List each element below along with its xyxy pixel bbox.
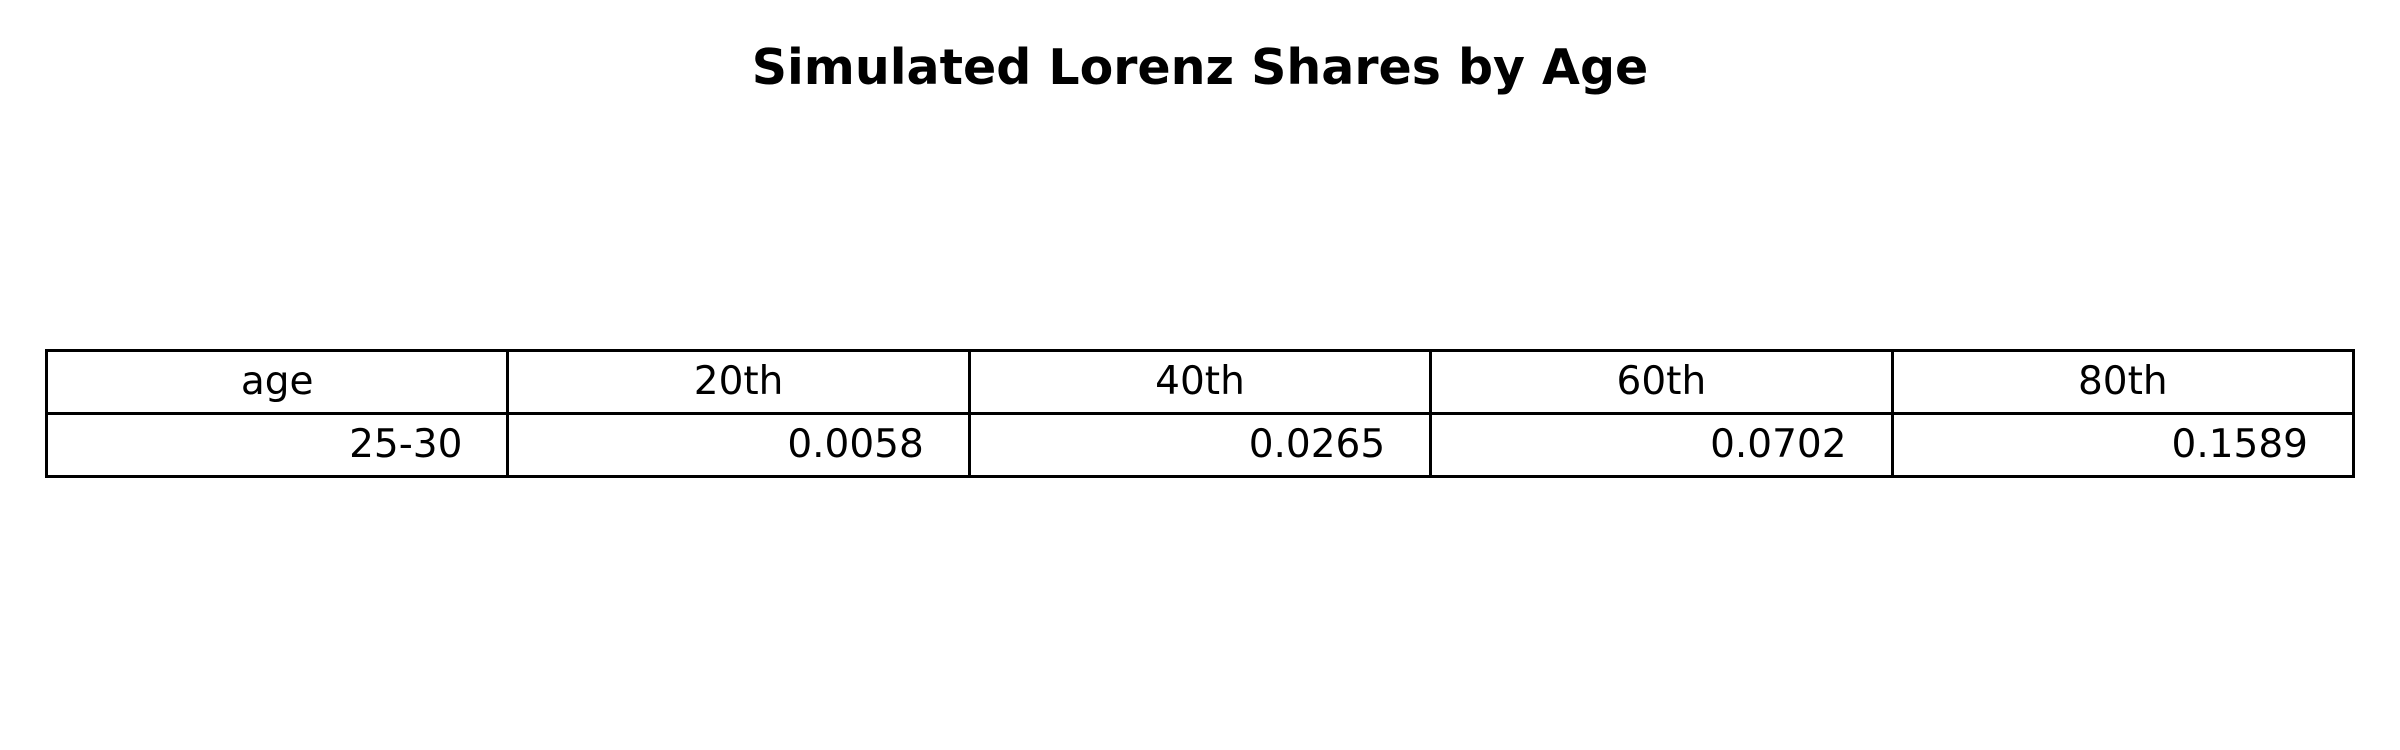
column-header-60th: 60th: [1429, 349, 1894, 415]
table-header-row: age 20th 40th 60th 80th: [44, 349, 2356, 415]
cell-20th: 0.0058: [506, 412, 971, 478]
cell-40th: 0.0265: [967, 412, 1433, 478]
table-row: 25-30 0.0058 0.0265 0.0702 0.1589: [44, 412, 2356, 478]
cell-age: 25-30: [44, 412, 510, 478]
column-header-40th: 40th: [967, 349, 1433, 415]
chart-title: Simulated Lorenz Shares by Age: [751, 39, 1649, 96]
column-header-20th: 20th: [506, 349, 971, 415]
column-header-80th: 80th: [1890, 349, 2356, 415]
column-header-age: age: [44, 349, 510, 415]
lorenz-shares-table: age 20th 40th 60th 80th 25-30 0.0058 0.0…: [44, 349, 2356, 478]
cell-60th: 0.0702: [1429, 412, 1894, 478]
cell-80th: 0.1589: [1890, 412, 2356, 478]
